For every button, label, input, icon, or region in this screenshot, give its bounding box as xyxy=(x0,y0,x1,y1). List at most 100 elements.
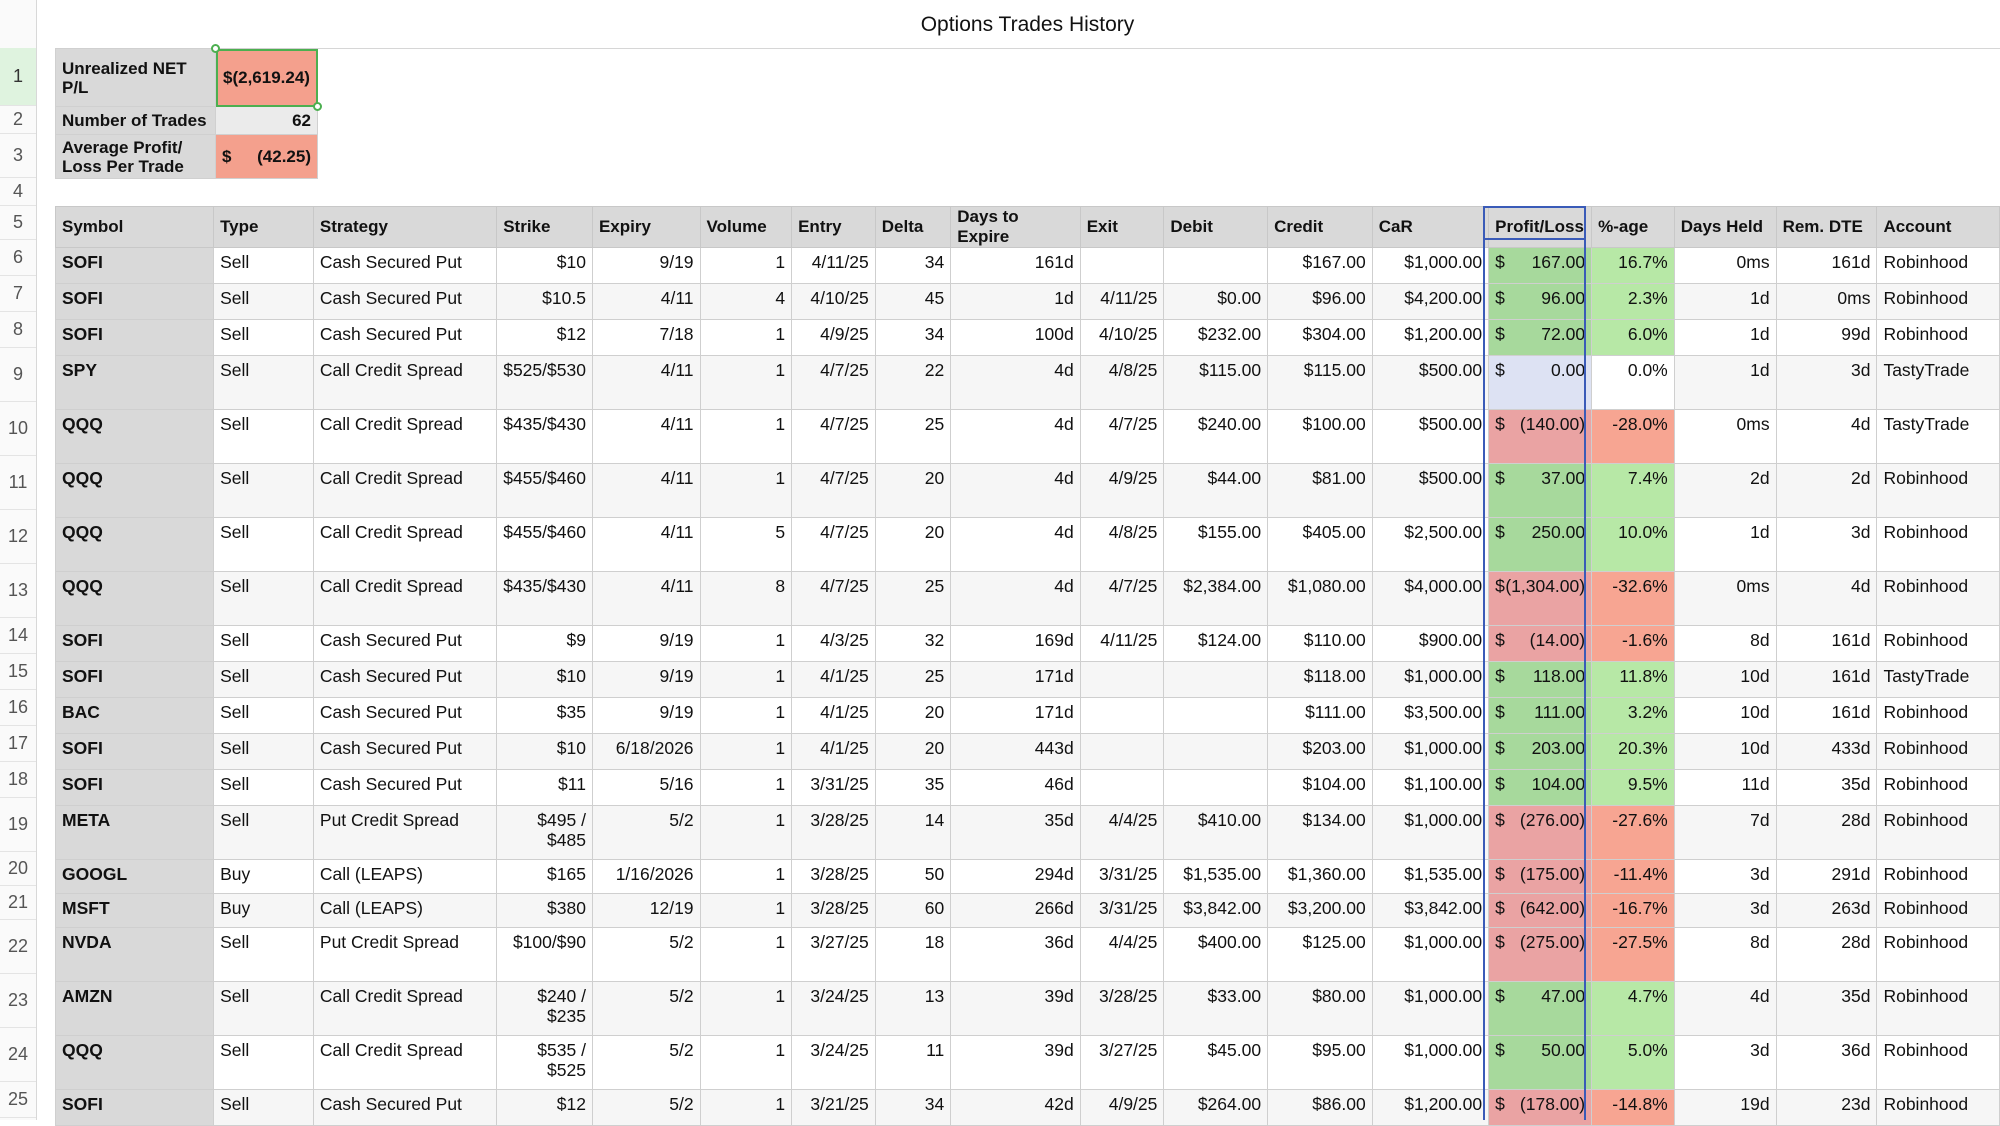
cell-delta[interactable]: 20 xyxy=(874,697,952,734)
cell-credit[interactable]: $125.00 xyxy=(1267,927,1373,982)
cell-expiry[interactable]: 4/11 xyxy=(591,409,701,464)
cell-pl[interactable]: $250.00 xyxy=(1488,517,1593,572)
cell-dte[interactable]: 42d xyxy=(950,1089,1081,1126)
cell-exit[interactable] xyxy=(1079,733,1165,770)
cell-account[interactable]: Robinhood xyxy=(1876,805,2000,860)
row-number[interactable]: 14 xyxy=(0,618,36,654)
cell-pl[interactable]: $96.00 xyxy=(1488,283,1593,320)
cell-account[interactable]: Robinhood xyxy=(1876,733,2000,770)
cell-entry[interactable]: 4/7/25 xyxy=(791,409,876,464)
cell-dte[interactable]: 4d xyxy=(950,355,1081,410)
cell-car[interactable]: $1,000.00 xyxy=(1371,927,1490,982)
cell-held[interactable]: 10d xyxy=(1673,733,1777,770)
cell-strategy[interactable]: Cash Secured Put xyxy=(312,697,498,734)
cell-expiry[interactable]: 4/11 xyxy=(591,283,701,320)
cell-dte[interactable]: 1d xyxy=(950,283,1081,320)
cell-delta[interactable]: 14 xyxy=(874,805,952,860)
cell-strategy[interactable]: Cash Secured Put xyxy=(312,625,498,662)
cell-account[interactable]: Robinhood xyxy=(1876,625,2000,662)
cell-debit[interactable]: $1,535.00 xyxy=(1163,859,1269,894)
cell-rem[interactable]: 263d xyxy=(1775,893,1878,928)
cell-dte[interactable]: 171d xyxy=(950,661,1081,698)
cell-volume[interactable]: 4 xyxy=(699,283,793,320)
cell-account[interactable]: Robinhood xyxy=(1876,247,2000,284)
cell-debit[interactable]: $124.00 xyxy=(1163,625,1269,662)
cell-pl[interactable]: $50.00 xyxy=(1488,1035,1593,1090)
cell-exit[interactable]: 4/11/25 xyxy=(1079,283,1165,320)
cell-volume[interactable]: 1 xyxy=(699,1089,793,1126)
cell-debit[interactable] xyxy=(1163,769,1269,806)
cell-type[interactable]: Sell xyxy=(213,463,314,518)
cell-type[interactable]: Buy xyxy=(213,859,314,894)
cell-strike[interactable]: $12 xyxy=(496,1089,593,1126)
cell-entry[interactable]: 4/7/25 xyxy=(791,463,876,518)
cell-type[interactable]: Sell xyxy=(213,247,314,284)
cell-volume[interactable]: 1 xyxy=(699,247,793,284)
cell-type[interactable]: Sell xyxy=(213,1035,314,1090)
cell-pct[interactable]: 0.0% xyxy=(1591,355,1675,410)
cell-pl[interactable]: $ (14.00) xyxy=(1488,625,1593,662)
cell-delta[interactable]: 11 xyxy=(874,1035,952,1090)
cell-rem[interactable]: 291d xyxy=(1775,859,1878,894)
cell-pl[interactable]: $72.00 xyxy=(1488,319,1593,356)
cell-delta[interactable]: 25 xyxy=(874,409,952,464)
cell-type[interactable]: Sell xyxy=(213,1089,314,1126)
cell-delta[interactable]: 50 xyxy=(874,859,952,894)
cell-account[interactable]: Robinhood xyxy=(1876,1035,2000,1090)
cell-pl[interactable]: $ (178.00) xyxy=(1488,1089,1593,1126)
cell-car[interactable]: $1,000.00 xyxy=(1371,805,1490,860)
cell-expiry[interactable]: 12/19 xyxy=(591,893,701,928)
cell-exit[interactable]: 3/31/25 xyxy=(1079,893,1165,928)
cell-held[interactable]: 1d xyxy=(1673,517,1777,572)
cell-held[interactable]: 0ms xyxy=(1673,571,1777,626)
cell-account[interactable]: Robinhood xyxy=(1876,571,2000,626)
cell-car[interactable]: $1,100.00 xyxy=(1371,769,1490,806)
cell-dte[interactable]: 39d xyxy=(950,1035,1081,1090)
cell-symbol[interactable]: SOFI xyxy=(54,769,215,806)
cell-credit[interactable]: $405.00 xyxy=(1267,517,1373,572)
row-number[interactable]: 12 xyxy=(0,510,36,564)
cell-dte[interactable]: 4d xyxy=(950,409,1081,464)
cell-strategy[interactable]: Cash Secured Put xyxy=(312,247,498,284)
cell-symbol[interactable]: QQQ xyxy=(54,571,215,626)
cell-credit[interactable]: $167.00 xyxy=(1267,247,1373,284)
cell-held[interactable]: 19d xyxy=(1673,1089,1777,1126)
column-header-held[interactable]: Days Held xyxy=(1673,206,1777,248)
cell-debit[interactable]: $264.00 xyxy=(1163,1089,1269,1126)
cell-car[interactable]: $900.00 xyxy=(1371,625,1490,662)
cell-held[interactable]: 1d xyxy=(1673,283,1777,320)
cell-dte[interactable]: 169d xyxy=(950,625,1081,662)
cell-entry[interactable]: 3/28/25 xyxy=(791,859,876,894)
cell-pl[interactable]: $ (275.00) xyxy=(1488,927,1593,982)
cell-strike[interactable]: $10 xyxy=(496,661,593,698)
row-number[interactable]: 6 xyxy=(0,240,36,276)
row-number[interactable]: 8 xyxy=(0,312,36,348)
column-header-car[interactable]: CaR xyxy=(1371,206,1490,248)
cell-dte[interactable]: 46d xyxy=(950,769,1081,806)
cell-expiry[interactable]: 7/18 xyxy=(591,319,701,356)
cell-credit[interactable]: $203.00 xyxy=(1267,733,1373,770)
cell-symbol[interactable]: SOFI xyxy=(54,661,215,698)
cell-volume[interactable]: 1 xyxy=(699,769,793,806)
cell-rem[interactable]: 4d xyxy=(1775,409,1878,464)
cell-exit[interactable] xyxy=(1079,661,1165,698)
cell-expiry[interactable]: 5/2 xyxy=(591,1089,701,1126)
column-header-pct[interactable]: %-age xyxy=(1591,206,1675,248)
cell-expiry[interactable]: 5/16 xyxy=(591,769,701,806)
cell-delta[interactable]: 20 xyxy=(874,733,952,770)
cell-dte[interactable]: 4d xyxy=(950,517,1081,572)
cell-strategy[interactable]: Call Credit Spread xyxy=(312,409,498,464)
cell-debit[interactable]: $232.00 xyxy=(1163,319,1269,356)
cell-held[interactable]: 11d xyxy=(1673,769,1777,806)
cell-expiry[interactable]: 4/11 xyxy=(591,463,701,518)
cell-symbol[interactable]: SPY xyxy=(54,355,215,410)
cell-delta[interactable]: 45 xyxy=(874,283,952,320)
avg-pl-label[interactable]: Average Profit/ Loss Per Trade xyxy=(55,134,216,179)
cell-entry[interactable]: 4/10/25 xyxy=(791,283,876,320)
row-number[interactable]: 19 xyxy=(0,798,36,852)
cell-held[interactable]: 7d xyxy=(1673,805,1777,860)
row-number[interactable]: 22 xyxy=(0,920,36,974)
cell-car[interactable]: $1,000.00 xyxy=(1371,661,1490,698)
cell-symbol[interactable]: SOFI xyxy=(54,625,215,662)
cell-debit[interactable]: $155.00 xyxy=(1163,517,1269,572)
